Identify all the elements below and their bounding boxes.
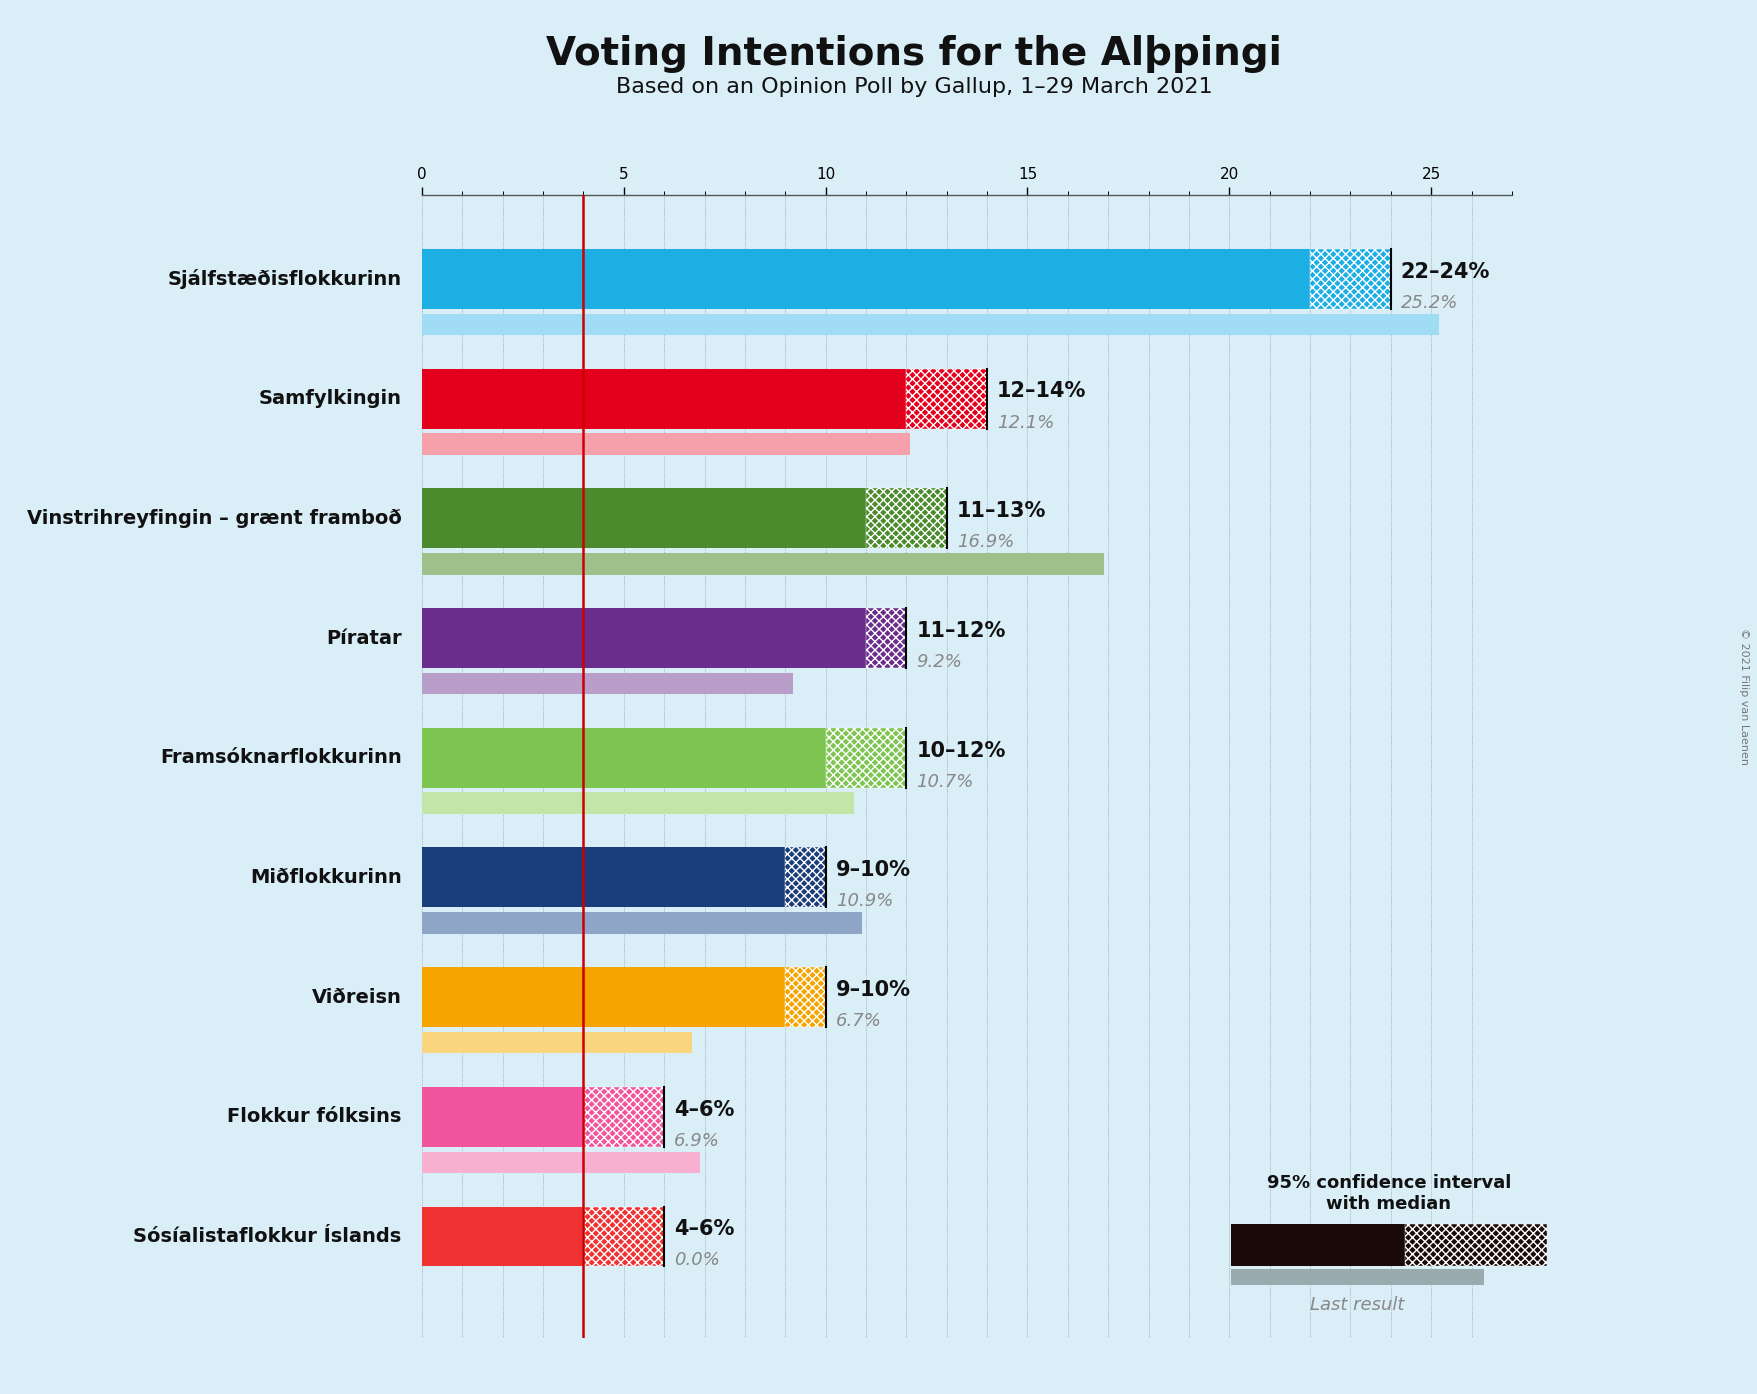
Bar [422,553,1103,574]
Bar [785,967,826,1027]
Text: Framsóknarflokkurinn: Framsóknarflokkurinn [160,749,402,767]
Text: Viðreisn: Viðreisn [311,987,402,1006]
FancyBboxPatch shape [1230,1269,1483,1285]
Text: 10–12%: 10–12% [915,740,1005,761]
Text: Flokkur fólksins: Flokkur fólksins [227,1107,402,1126]
Text: 9–10%: 9–10% [835,980,910,999]
Text: 11–13%: 11–13% [956,502,1045,521]
Bar [422,967,785,1027]
Text: 9–10%: 9–10% [835,860,910,880]
Text: Vinstrihreyfingin – grænt framboð: Vinstrihreyfingin – grænt framboð [26,509,402,528]
Text: 4–6%: 4–6% [675,1100,734,1119]
Bar [422,608,866,668]
Bar [1309,250,1390,309]
Text: 12.1%: 12.1% [996,414,1054,432]
Bar [422,848,785,907]
Text: 0.0%: 0.0% [675,1252,720,1270]
Bar [866,608,907,668]
Text: © 2021 Filip van Laenen: © 2021 Filip van Laenen [1738,629,1748,765]
Text: 25.2%: 25.2% [1400,294,1457,312]
Bar [422,1207,583,1266]
Bar [422,369,907,428]
Bar [583,1207,664,1266]
FancyBboxPatch shape [1230,1224,1404,1266]
Bar [422,1032,692,1054]
Bar [422,250,1309,309]
Text: Sósíalistaflokkur Íslands: Sósíalistaflokkur Íslands [134,1227,402,1246]
Bar [785,848,826,907]
Text: 10.7%: 10.7% [915,772,973,790]
Bar [583,1087,664,1147]
Text: 16.9%: 16.9% [956,534,1014,551]
Text: 11–12%: 11–12% [915,620,1005,641]
Text: Last result: Last result [1309,1296,1404,1315]
Bar [422,728,826,788]
Text: 12–14%: 12–14% [996,382,1086,401]
Bar [422,434,910,454]
Bar [907,369,986,428]
Text: Miðflokkurinn: Miðflokkurinn [249,868,402,887]
Text: Píratar: Píratar [327,629,402,648]
Text: 10.9%: 10.9% [835,892,893,910]
Bar [422,488,866,548]
Text: 22–24%: 22–24% [1400,262,1490,282]
Text: Samfylkingin: Samfylkingin [258,389,402,408]
Bar [866,488,947,548]
Bar [422,673,792,694]
Bar [826,728,907,788]
Text: Sjálfstæðisflokkurinn: Sjálfstæðisflokkurinn [167,269,402,289]
Text: 6.7%: 6.7% [835,1012,880,1030]
FancyBboxPatch shape [1404,1224,1546,1266]
Text: Based on an Opinion Poll by Gallup, 1–29 March 2021: Based on an Opinion Poll by Gallup, 1–29… [615,77,1212,96]
Bar [422,912,861,934]
Text: 6.9%: 6.9% [675,1132,720,1150]
Bar [422,792,854,814]
Bar [422,1151,699,1174]
Text: 9.2%: 9.2% [915,652,961,671]
Bar [422,314,1439,335]
Text: Voting Intentions for the Alþpingi: Voting Intentions for the Alþpingi [546,35,1281,72]
Bar [422,1087,583,1147]
Text: 4–6%: 4–6% [675,1220,734,1239]
Text: 95% confidence interval
with median: 95% confidence interval with median [1265,1174,1511,1213]
